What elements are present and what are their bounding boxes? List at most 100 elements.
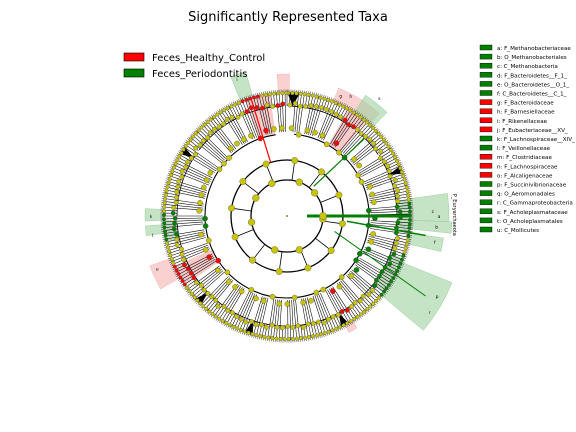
- tip-tick: [234, 100, 237, 104]
- leaf-branch: [348, 306, 357, 319]
- tip-node: [172, 264, 177, 269]
- taxon-node: [185, 159, 190, 165]
- tip-node: [173, 161, 178, 166]
- tip-tick: [368, 120, 371, 124]
- tip-node: [401, 173, 406, 178]
- leaf-branch: [360, 155, 396, 176]
- tip-tick: [257, 336, 259, 340]
- taxon-node: [225, 308, 231, 313]
- taxon-node: [304, 264, 312, 272]
- taxon-node: [339, 220, 346, 228]
- taxon-node: [366, 292, 372, 297]
- tip-node: [322, 96, 327, 101]
- tip-node: [185, 285, 190, 290]
- leaf-branch: [312, 295, 326, 335]
- tip-node: [183, 144, 188, 149]
- taxa-swatch: [479, 172, 493, 178]
- leaf-branch: [168, 178, 207, 191]
- tip-node: [389, 279, 394, 284]
- tip-tick: [179, 149, 182, 152]
- tip-node: [314, 94, 319, 99]
- tip-node: [405, 238, 410, 243]
- taxon-node: [369, 191, 376, 198]
- tip-node: [404, 185, 409, 190]
- tip-tick: [400, 265, 404, 267]
- tip-node: [392, 155, 397, 160]
- taxon-node: [226, 155, 232, 161]
- tip-node: [280, 91, 285, 96]
- tip-tick: [402, 261, 405, 263]
- taxon-node: [278, 125, 285, 131]
- taxon-node: [287, 102, 293, 108]
- taxa-swatch: [479, 81, 493, 87]
- taxa-swatch: [479, 199, 493, 205]
- taxon-node: [202, 247, 209, 253]
- taxon-node: [297, 103, 303, 109]
- highlight-branch: [346, 220, 426, 237]
- taxon-node: [263, 127, 269, 134]
- taxon-node: [365, 246, 372, 253]
- taxon-node: [371, 141, 377, 146]
- leaf-branch: [368, 234, 409, 244]
- taxon-node: [366, 207, 372, 214]
- group-legend: Feces_Healthy_Control Feces_Periodontitis: [123, 52, 265, 80]
- leaf-branch: [369, 193, 410, 202]
- tip-node: [168, 253, 173, 258]
- taxon-node: [295, 246, 303, 254]
- taxon-node: [228, 204, 235, 212]
- tip-node: [404, 242, 409, 247]
- leaf-branch: [267, 298, 275, 339]
- taxon-node: [264, 102, 270, 108]
- taxon-node: [221, 160, 227, 167]
- leaf-branch: [342, 123, 370, 154]
- taxa-swatch: [479, 208, 493, 215]
- tip-node: [399, 169, 404, 174]
- taxa-swatch: [479, 53, 493, 60]
- tip-node: [396, 162, 401, 167]
- taxon-node: [367, 137, 373, 143]
- taxa-label: u: C_Mollicutes: [497, 228, 539, 234]
- tip-node: [388, 148, 393, 153]
- leaf-branch: [301, 298, 309, 339]
- taxa-swatch: [479, 72, 493, 78]
- tip-tick: [407, 188, 411, 190]
- tip-node: [235, 326, 240, 331]
- leaf-branch: [261, 323, 265, 338]
- taxon-node: [249, 256, 256, 264]
- leaf-branch: [294, 92, 299, 133]
- tip-tick: [220, 108, 223, 111]
- tip-node: [163, 233, 168, 238]
- tip-tick: [203, 120, 206, 124]
- tip-node: [368, 304, 373, 309]
- leaf-branch: [164, 229, 205, 237]
- tip-node: [258, 334, 263, 339]
- tip-node: [193, 131, 198, 136]
- tip-tick: [170, 265, 174, 267]
- leaf-branch: [320, 292, 337, 330]
- leaf-branch: [165, 189, 205, 199]
- taxon-node: [319, 132, 326, 139]
- taxon-node: [249, 319, 254, 324]
- tip-node: [188, 137, 193, 142]
- tip-node: [399, 257, 404, 262]
- leaf-branch: [370, 207, 411, 212]
- tip-node: [225, 106, 230, 111]
- tip-node: [162, 204, 167, 209]
- leaf-branch: [319, 101, 336, 139]
- highlight-wedge: [409, 193, 450, 222]
- taxa-label: c: C_Methanobacteria: [497, 64, 558, 70]
- taxon-node: [394, 204, 400, 210]
- taxon-node: [288, 125, 295, 131]
- leaf-branch: [163, 204, 204, 209]
- tip-node: [218, 110, 223, 115]
- clade-key-label: s: [378, 97, 381, 102]
- taxon-node: [197, 200, 203, 206]
- taxon-node: [243, 319, 249, 325]
- tip-node: [164, 237, 169, 242]
- taxon-node: [269, 293, 276, 300]
- tip-tick: [191, 132, 195, 135]
- tip-node: [177, 154, 182, 159]
- taxa-swatch: [479, 99, 493, 105]
- tip-tick: [259, 92, 261, 96]
- tip-node: [306, 92, 311, 97]
